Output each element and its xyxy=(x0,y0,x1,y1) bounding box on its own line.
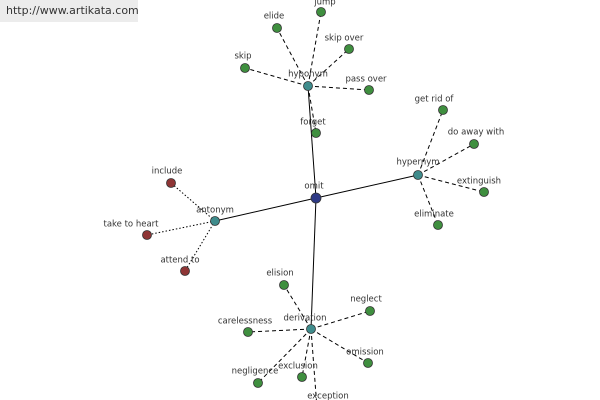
node xyxy=(479,187,489,197)
node-label: hypernym xyxy=(396,158,439,168)
node xyxy=(272,23,282,33)
node-label: elision xyxy=(266,269,293,279)
edge xyxy=(315,174,419,199)
node xyxy=(316,7,326,17)
node xyxy=(166,178,176,188)
node-label: jump xyxy=(313,0,335,8)
node-label: extinguish xyxy=(457,177,501,187)
node-label: do away with xyxy=(448,128,504,138)
node-label: elide xyxy=(264,12,285,22)
edge xyxy=(417,109,444,176)
node xyxy=(344,44,354,54)
edge xyxy=(307,11,322,87)
edge xyxy=(310,328,317,400)
node-label: attend to xyxy=(160,256,199,266)
edge xyxy=(257,328,312,384)
edge xyxy=(310,328,369,364)
node-label: derivation xyxy=(283,314,326,324)
edge xyxy=(276,27,309,87)
node-label: include xyxy=(152,167,183,177)
node xyxy=(364,85,374,95)
edge xyxy=(417,174,485,193)
node-label: carelessness xyxy=(218,317,273,327)
edge xyxy=(184,220,216,272)
node xyxy=(469,139,479,149)
node xyxy=(279,280,289,290)
edge xyxy=(310,310,371,330)
edge xyxy=(301,328,312,378)
edge xyxy=(417,143,475,176)
node-label: get rid of xyxy=(415,95,455,105)
node-label: pass over xyxy=(345,75,387,85)
node-label: exclusion xyxy=(278,362,318,372)
edge xyxy=(244,67,309,87)
edge xyxy=(146,220,216,236)
node-label: forget xyxy=(300,118,326,128)
node xyxy=(240,63,250,73)
edge xyxy=(214,197,317,222)
node xyxy=(433,220,443,230)
edge xyxy=(417,174,439,226)
node xyxy=(142,230,152,240)
edge xyxy=(310,197,317,330)
edge xyxy=(307,48,350,87)
edge xyxy=(307,85,370,91)
node-label: take to heart xyxy=(104,220,160,230)
node xyxy=(310,192,322,204)
node-label: skip over xyxy=(325,34,364,44)
node xyxy=(243,327,253,337)
node xyxy=(297,372,307,382)
node-label: exception xyxy=(307,392,349,400)
node-label: eliminate xyxy=(414,210,454,220)
node xyxy=(306,324,316,334)
node-label: omission xyxy=(346,348,384,358)
edge xyxy=(307,85,317,134)
node xyxy=(363,358,373,368)
node-label: antonym xyxy=(196,206,234,216)
node-label: omit xyxy=(304,182,324,192)
node xyxy=(210,216,220,226)
node-label: negligence xyxy=(232,367,279,377)
edge xyxy=(307,85,317,199)
node xyxy=(180,266,190,276)
edge xyxy=(283,284,312,330)
node xyxy=(413,170,423,180)
node xyxy=(253,378,263,388)
edge xyxy=(247,328,312,333)
node-label: hyponym xyxy=(288,70,328,80)
node xyxy=(303,81,313,91)
site-url[interactable]: http://www.artikata.com xyxy=(0,0,139,22)
node-label: neglect xyxy=(350,295,382,305)
edge xyxy=(170,182,216,222)
node-label: skip xyxy=(234,52,251,62)
node xyxy=(365,306,375,316)
node xyxy=(311,128,321,138)
node xyxy=(438,105,448,115)
